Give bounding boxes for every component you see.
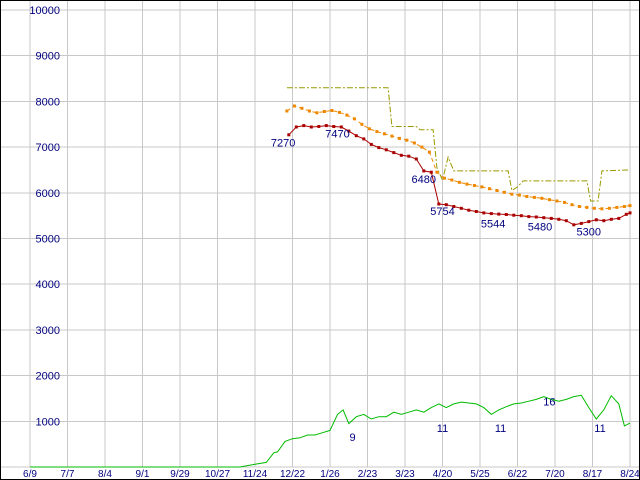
svg-text:7/20: 7/20: [545, 469, 565, 480]
svg-text:10000: 10000: [29, 5, 60, 17]
series-listing-count: [30, 394, 631, 468]
svg-text:2/23: 2/23: [358, 469, 378, 480]
svg-text:4/20: 4/20: [433, 469, 453, 480]
svg-text:7470: 7470: [325, 128, 349, 140]
svg-text:7000: 7000: [36, 142, 60, 154]
svg-text:9: 9: [349, 432, 355, 444]
svg-text:16: 16: [543, 397, 555, 409]
svg-text:3000: 3000: [36, 325, 60, 337]
svg-text:8/17: 8/17: [583, 469, 603, 480]
svg-text:7270: 7270: [271, 138, 295, 150]
svg-text:11: 11: [437, 423, 448, 435]
svg-text:10/27: 10/27: [205, 469, 230, 480]
svg-text:6/22: 6/22: [508, 469, 528, 480]
svg-text:11: 11: [594, 423, 605, 435]
svg-text:1/26: 1/26: [320, 469, 340, 480]
svg-text:8/4: 8/4: [98, 469, 112, 480]
svg-text:5/25: 5/25: [470, 469, 490, 480]
svg-text:9000: 9000: [36, 51, 60, 63]
svg-text:5480: 5480: [528, 222, 552, 234]
y-axis-labels: 10000 9000 8000 7000 6000 5000 4000 3000 2000 100…: [29, 5, 60, 428]
svg-text:6000: 6000: [36, 188, 60, 200]
point-labels: 7270 7470 6480 5754 5544 5480 5300 9 11 11 16 11: [271, 128, 606, 443]
svg-text:5300: 5300: [577, 227, 601, 239]
series-high-price: [286, 87, 631, 202]
gridlines: [0, 0, 640, 468]
series-average-price: [285, 104, 632, 211]
svg-text:5544: 5544: [481, 218, 505, 230]
svg-text:1000: 1000: [36, 416, 60, 428]
svg-text:7/7: 7/7: [61, 469, 75, 480]
svg-text:5000: 5000: [36, 234, 60, 246]
svg-text:9/29: 9/29: [170, 469, 190, 480]
series-low-price: [287, 124, 632, 227]
svg-text:11: 11: [495, 423, 506, 435]
svg-text:6/9: 6/9: [23, 469, 37, 480]
svg-text:11/24: 11/24: [243, 469, 268, 480]
svg-text:2000: 2000: [36, 371, 60, 383]
svg-text:5754: 5754: [430, 206, 454, 218]
svg-text:3/23: 3/23: [395, 469, 415, 480]
svg-text:12/22: 12/22: [280, 469, 305, 480]
svg-text:6480: 6480: [412, 174, 436, 186]
x-axis-labels: 6/9 7/7 8/4 9/1 9/29 10/27 11/24 12/22 1/26 2/23 3…: [23, 469, 640, 480]
svg-text:4000: 4000: [36, 279, 60, 291]
svg-text:8/24: 8/24: [620, 469, 640, 480]
svg-text:8000: 8000: [36, 96, 60, 108]
svg-text:9/1: 9/1: [136, 469, 150, 480]
